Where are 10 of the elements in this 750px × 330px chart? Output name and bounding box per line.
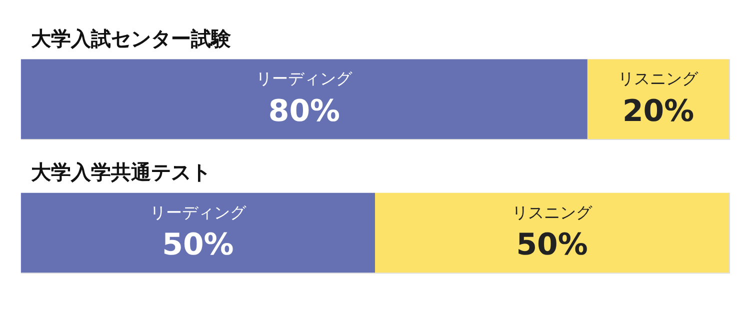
chart-title: 大学入試センター試験 xyxy=(30,26,232,50)
data-label: 80% xyxy=(268,94,340,130)
chart-title: 大学入学共通テスト xyxy=(30,160,211,184)
series-label: リーディング xyxy=(256,69,354,88)
series-label: リスニング xyxy=(618,69,700,88)
series-label: リスニング xyxy=(512,202,594,222)
series-label: リーディング xyxy=(150,202,247,222)
data-label: 50% xyxy=(516,228,588,263)
data-label: 50% xyxy=(162,228,234,263)
data-label: 20% xyxy=(622,94,694,130)
